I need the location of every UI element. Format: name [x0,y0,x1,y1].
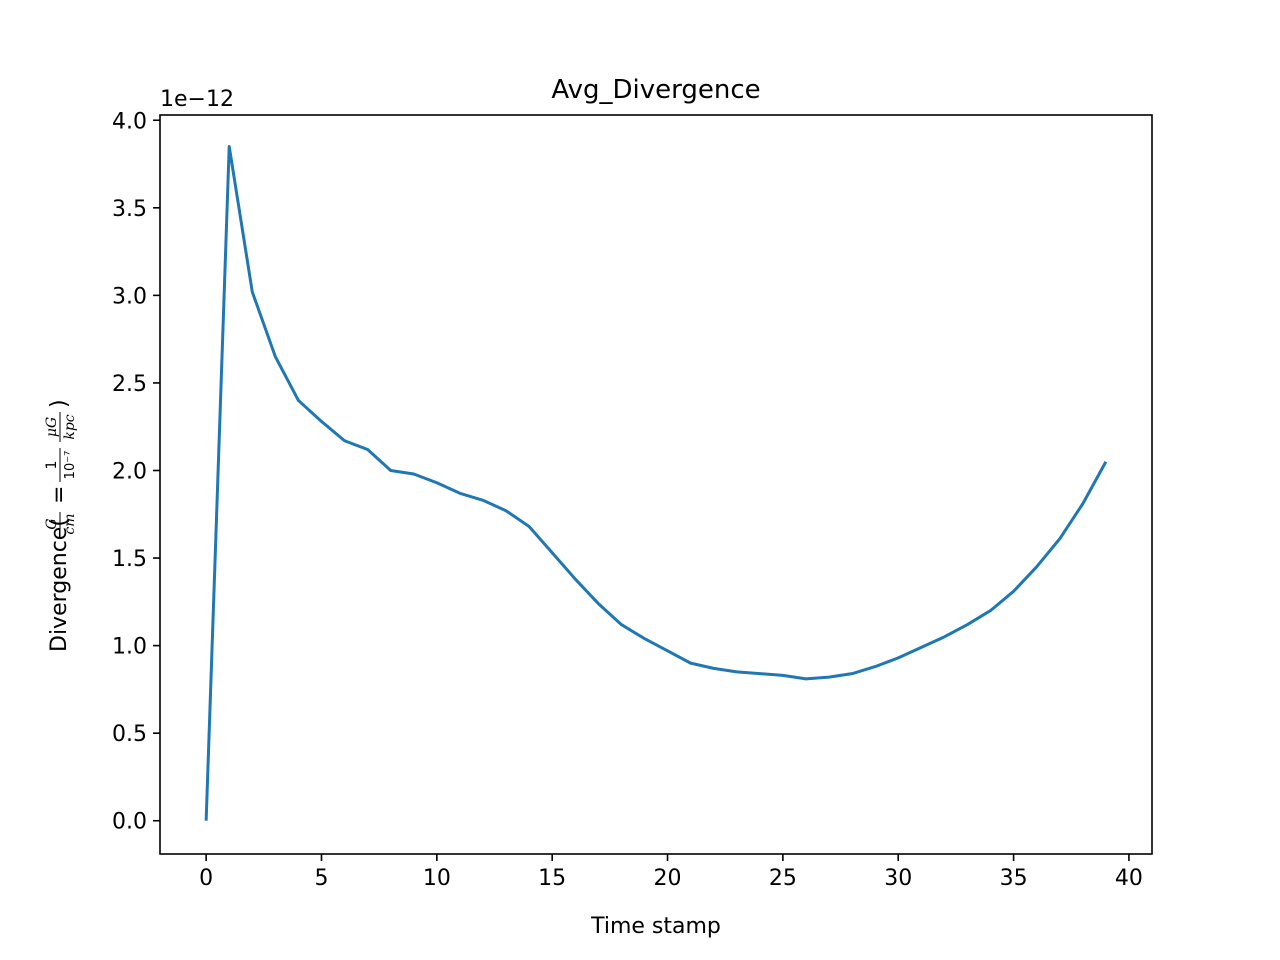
y-label-equals: = [47,486,72,504]
plot-frame [159,114,1153,855]
y-tick-label: 0.5 [112,722,147,747]
x-tick-label: 30 [884,866,912,891]
y-label-frac3-den: kpc [62,414,78,439]
y-label-fraction-2: 1 10⁻⁷ [44,448,78,482]
x-axis-label: Time stamp [590,914,721,939]
y-label-fraction-1: G cm [44,512,78,536]
y-tick-label: 3.5 [112,197,147,222]
y-tick-label: 4.0 [112,109,147,134]
y-tick-label: 2.0 [112,459,147,484]
x-tick-label: 5 [314,866,328,891]
x-axis-ticks: 0 5 10 15 20 25 30 35 40 [199,854,1143,891]
y-label-frac1-num: G [44,518,60,529]
y-tick-label: 1.0 [112,635,147,660]
x-tick-label: 15 [538,866,566,891]
y-offset-text: 1e−12 [160,87,234,112]
y-tick-label: 1.5 [112,547,147,572]
y-label-frac2-den: 10⁻⁷ [63,451,78,480]
y-tick-label: 3.0 [112,284,147,309]
y-label-frac1-den: cm [62,513,78,534]
y-label-frac3-num: μG [44,417,60,437]
x-tick-label: 10 [423,866,451,891]
series-line [204,145,1108,821]
x-tick-label: 25 [769,866,797,891]
chart-title: Avg_Divergence [551,75,760,105]
y-axis-ticks: 0.0 0.5 1.0 1.5 2.0 2.5 3.0 3.5 4.0 [112,109,160,835]
series-layer [204,145,1108,821]
y-label-suffix: ) [47,399,72,408]
x-tick-label: 0 [199,866,213,891]
y-label-prefix: Divergence( [47,518,72,652]
x-tick-label: 35 [1000,866,1028,891]
x-tick-label: 20 [654,866,682,891]
y-tick-label: 2.5 [112,372,147,397]
y-axis-label: Divergence( G cm = 1 10⁻⁷ μG kpc ) [44,399,78,652]
x-tick-label: 40 [1115,866,1143,891]
y-tick-label: 0.0 [112,810,147,835]
y-label-frac2-num: 1 [44,461,60,470]
y-label-fraction-3: μG kpc [44,412,78,442]
